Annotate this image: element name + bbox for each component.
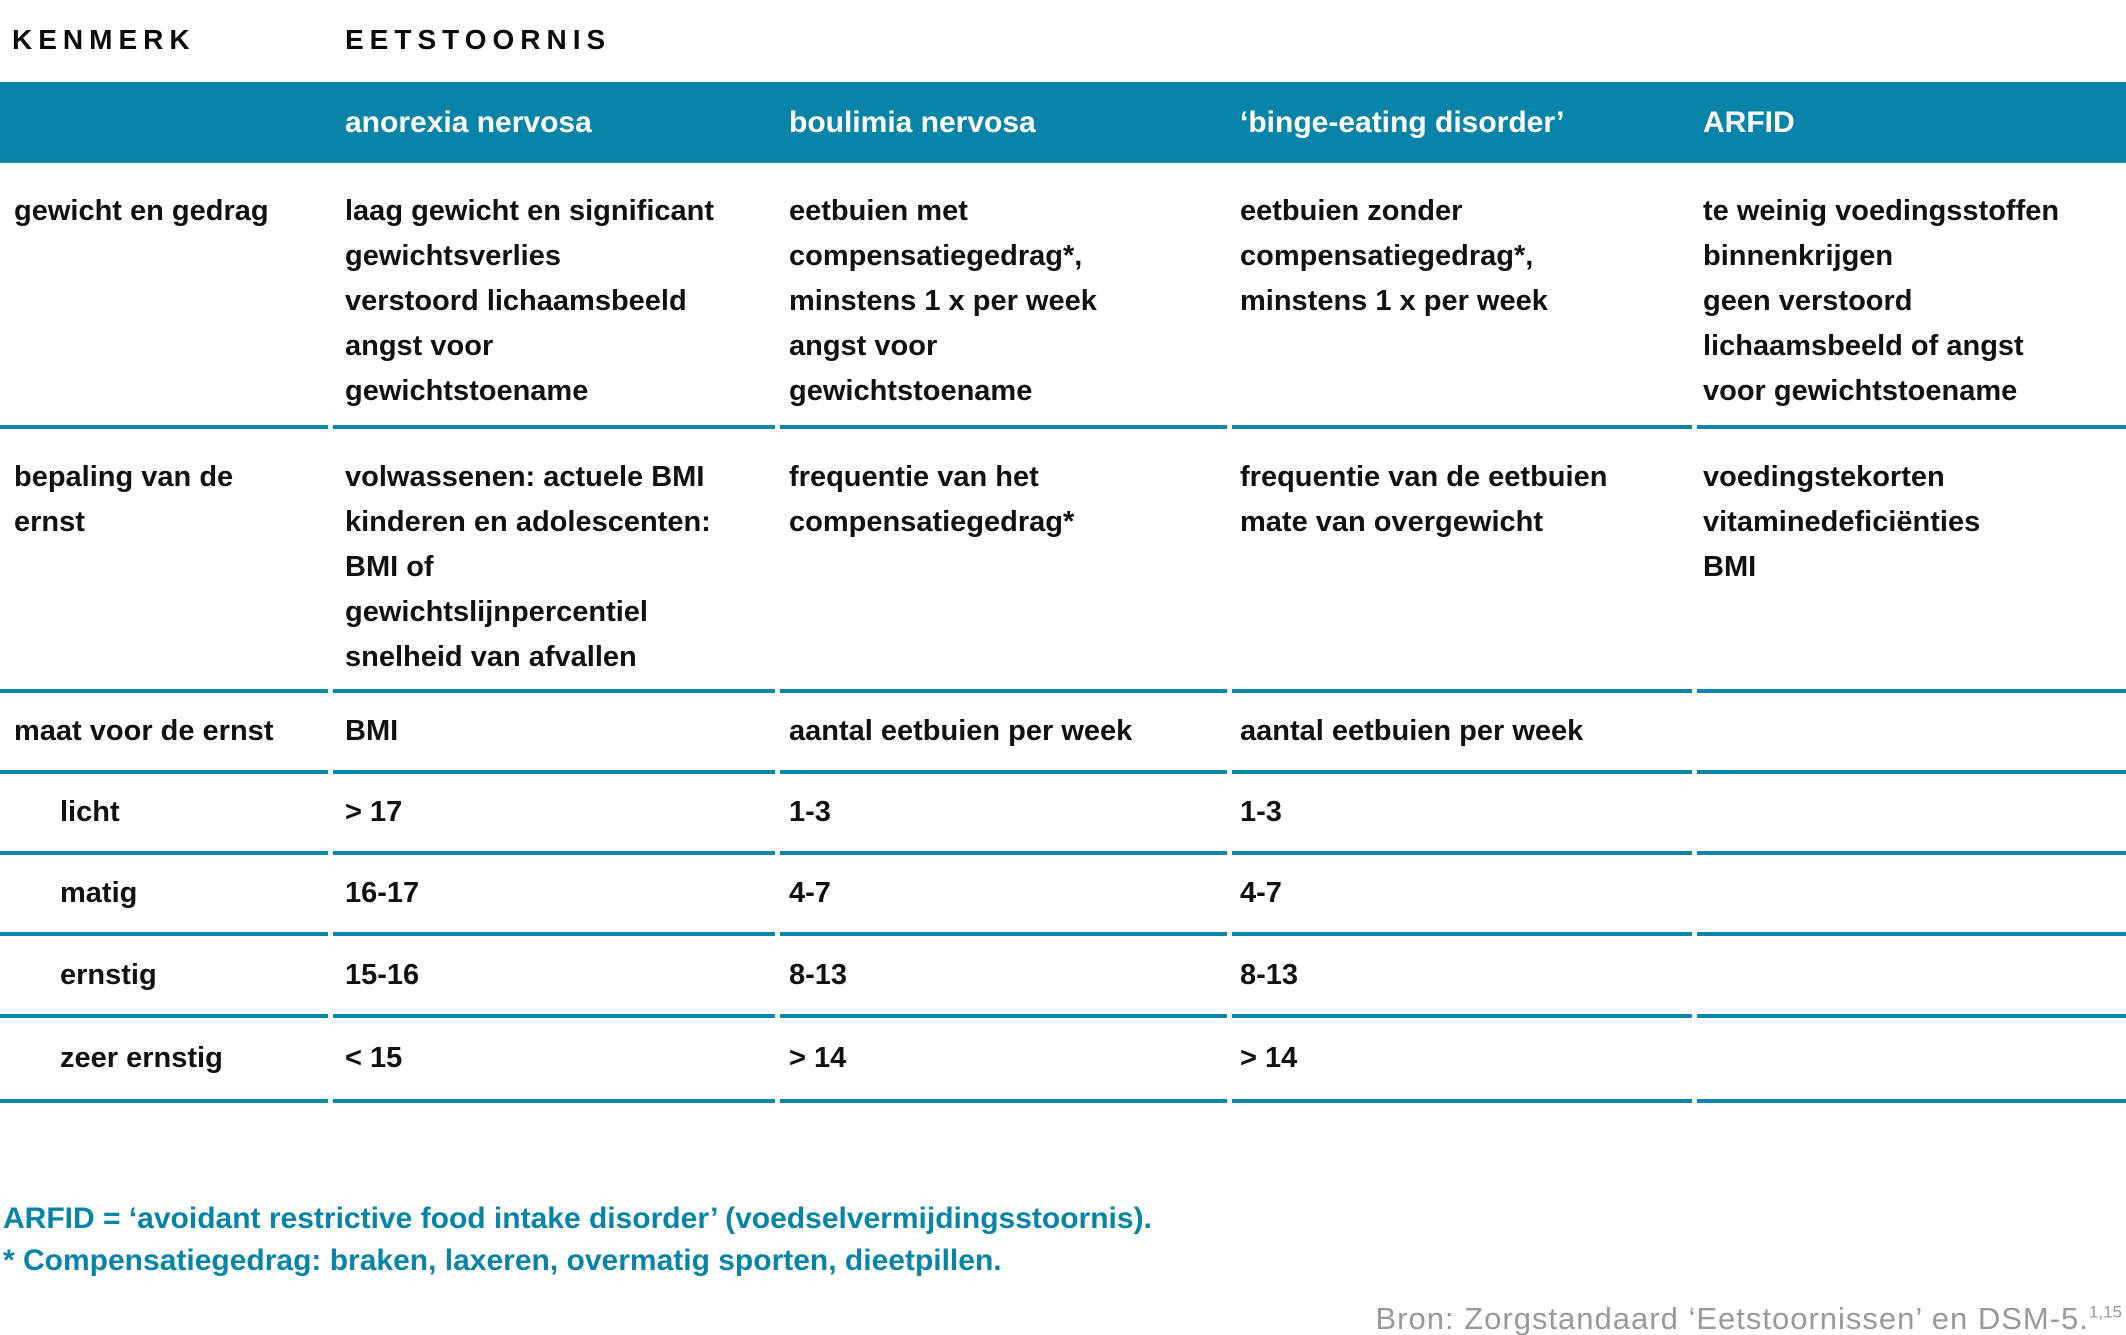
cell-binge-eating: 8-13 (1232, 936, 1692, 1018)
footnote-compensatiegedrag: * Compensatiegedrag: braken, laxeren, ov… (3, 1244, 1002, 1277)
cell-anorexia: volwassenen: actuele BMI kinderen en ado… (333, 429, 775, 693)
table-row-gewicht-en-gedrag: gewicht en gedrag laag gewicht en signif… (0, 163, 2126, 429)
table-row-maat-voor-de-ernst: maat voor de ernst BMI aantal eetbuien p… (0, 693, 2126, 774)
source-line: Bron: Zorgstandaard ‘Eetstoornissen’ en … (1376, 1301, 2123, 1335)
row-label: bepaling van de ernst (0, 429, 328, 693)
cell-arfid (1697, 855, 2126, 936)
table-header-bar: anorexia nervosa boulimia nervosa ‘binge… (0, 82, 2126, 163)
cell-binge-eating: aantal eetbuien per week (1232, 693, 1692, 774)
cell-anorexia: < 15 (333, 1018, 775, 1103)
cell-boulimia: aantal eetbuien per week (780, 693, 1227, 774)
cell-arfid (1697, 693, 2126, 774)
table-row-bepaling-van-de-ernst: bepaling van de ernst volwassenen: actue… (0, 429, 2126, 693)
cell-arfid (1697, 774, 2126, 855)
cell-boulimia: 4-7 (780, 855, 1227, 936)
cell-anorexia: laag gewicht en significant gewichtsverl… (333, 163, 775, 429)
cell-boulimia: 8-13 (780, 936, 1227, 1018)
row-label: gewicht en gedrag (0, 163, 328, 429)
cell-anorexia: 16-17 (333, 855, 775, 936)
table-row-ernstig: ernstig 15-16 8-13 8-13 (0, 936, 2126, 1018)
cell-binge-eating: eetbuien zonder compensatiegedrag*, mins… (1232, 163, 1692, 429)
cell-arfid: te weinig voedingsstoffen binnenkrijgen … (1697, 163, 2126, 429)
cell-anorexia: 15-16 (333, 936, 775, 1018)
table-row-matig: matig 16-17 4-7 4-7 (0, 855, 2126, 936)
table-row-licht: licht > 17 1-3 1-3 (0, 774, 2126, 855)
cell-boulimia: frequentie van het compensatiegedrag* (780, 429, 1227, 693)
column-header-arfid: ARFID (1703, 105, 1795, 139)
cell-arfid (1697, 1018, 2126, 1103)
source-reference-numbers: 1,15 (2088, 1302, 2122, 1322)
cell-boulimia: > 14 (780, 1018, 1227, 1103)
cell-arfid (1697, 936, 2126, 1018)
source-text: Bron: Zorgstandaard ‘Eetstoornissen’ en … (1375, 1301, 2089, 1335)
cell-anorexia: > 17 (333, 774, 775, 855)
cell-binge-eating: 1-3 (1232, 774, 1692, 855)
cell-anorexia: BMI (333, 693, 775, 774)
cell-boulimia: 1-3 (780, 774, 1227, 855)
kicker-kenmerk: KENMERK (12, 24, 196, 55)
table-row-zeer-ernstig: zeer ernstig < 15 > 14 > 14 (0, 1018, 2126, 1103)
row-label: zeer ernstig (0, 1018, 328, 1103)
cell-binge-eating: 4-7 (1232, 855, 1692, 936)
cell-arfid: voedingstekorten vitaminedeficiënties BM… (1697, 429, 2126, 693)
row-label: licht (0, 774, 328, 855)
row-label: ernstig (0, 936, 328, 1018)
cell-boulimia: eetbuien met compensatiegedrag*, minsten… (780, 163, 1227, 429)
row-label: matig (0, 855, 328, 936)
cell-binge-eating: > 14 (1232, 1018, 1692, 1103)
column-header-boulimia: boulimia nervosa (789, 105, 1036, 139)
table-body: gewicht en gedrag laag gewicht en signif… (0, 163, 2126, 1103)
cell-binge-eating: frequentie van de eetbuien mate van over… (1232, 429, 1692, 693)
column-header-binge-eating: ‘binge-eating disorder’ (1240, 105, 1565, 139)
kicker-eetstoornis: EETSTOORNIS (345, 24, 612, 55)
column-header-anorexia: anorexia nervosa (345, 105, 592, 139)
row-label: maat voor de ernst (0, 693, 328, 774)
footnote-arfid: ARFID = ‘avoidant restrictive food intak… (3, 1202, 1152, 1235)
